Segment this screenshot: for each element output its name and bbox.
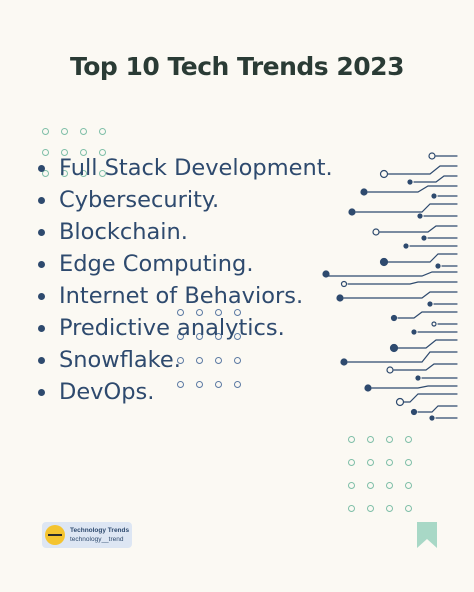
technology-trends-logo-icon (45, 525, 65, 545)
dot-grid-middle (177, 309, 241, 388)
dot-grid-bottom-right (348, 436, 412, 512)
trend-item: Full Stack Development. (34, 152, 333, 184)
trend-list: Full Stack Development. Cybersecurity. B… (34, 152, 333, 408)
dot-grid-top-left (42, 128, 106, 177)
brand-badge: Technology Trends technology__trend (42, 522, 132, 548)
trend-item: Edge Computing. (34, 248, 333, 280)
brand-name: Technology Trends (70, 527, 130, 534)
trend-item: Blockchain. (34, 216, 333, 248)
trend-item: Snowflake. (34, 344, 333, 376)
brand-handle: technology__trend (70, 536, 124, 543)
circuit-lines-icon (322, 152, 458, 421)
trend-item: Predictive analytics. (34, 312, 333, 344)
trend-item: Cybersecurity. (34, 184, 333, 216)
trend-item: Internet of Behaviors. (34, 280, 333, 312)
page-title: Top 10 Tech Trends 2023 (70, 52, 404, 81)
trend-item: DevOps. (34, 376, 333, 408)
bookmark-icon[interactable] (417, 522, 437, 548)
